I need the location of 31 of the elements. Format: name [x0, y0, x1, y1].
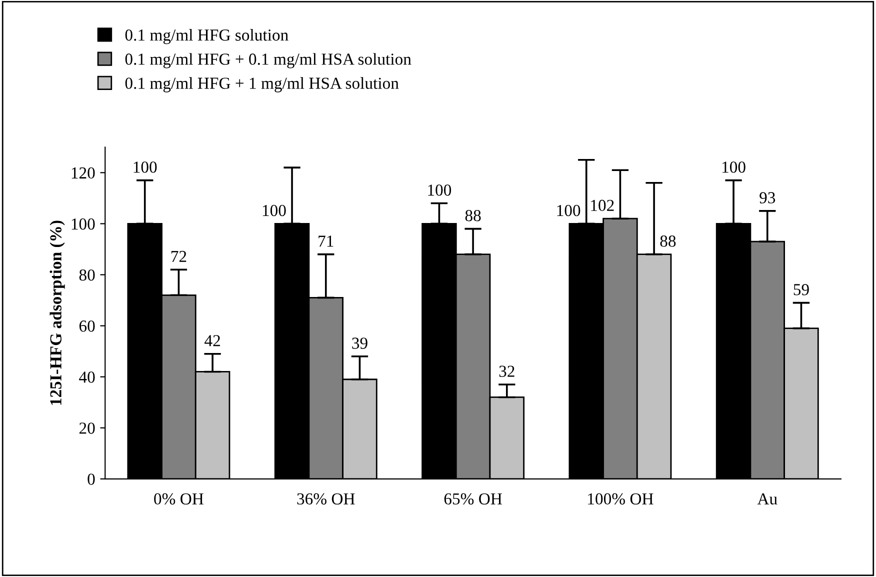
x-tick-label: 36% OH	[297, 493, 355, 505]
data-label: 39	[352, 338, 368, 349]
data-label: 100	[134, 162, 157, 173]
data-label: 32	[499, 366, 514, 377]
y-tick-label: 0	[88, 474, 95, 485]
y-tick-label: 40	[79, 372, 95, 383]
x-tick-label: 65% OH	[444, 493, 502, 505]
y-tick-label: 100	[72, 218, 95, 230]
x-tick-label: Au	[757, 493, 778, 505]
data-label: 100	[557, 204, 580, 216]
legend-label: 0.1 mg/ml HFG + 0.1 mg/ml HSA solution	[125, 53, 412, 68]
data-label: 100	[262, 204, 286, 216]
data-label: 102	[591, 200, 614, 212]
data-label: 72	[171, 250, 186, 262]
data-label: 88	[660, 236, 676, 247]
data-label: 93	[760, 192, 776, 204]
data-label: 88	[465, 210, 481, 222]
data-label: 100	[722, 162, 746, 173]
x-tick-label: 0% OH	[154, 493, 204, 505]
legend-label: 0.1 mg/ml HFG solution	[125, 28, 288, 44]
y-tick-label: 120	[72, 167, 95, 179]
x-tick-label: 100% OH	[588, 493, 654, 505]
y-tick-label: 80	[79, 269, 95, 281]
y-tick-label: 60	[79, 320, 95, 332]
data-label: 71	[318, 236, 334, 247]
y-tick-label: 20	[79, 422, 95, 434]
data-label: 59	[794, 284, 809, 296]
data-label: 42	[204, 335, 220, 346]
data-label: 100	[428, 184, 452, 196]
legend-label: 0.1 mg/ml HFG + 1 mg/ml HSA solution	[125, 77, 399, 92]
y-axis-title: 125I-HFG adsorption (%)	[50, 220, 65, 405]
